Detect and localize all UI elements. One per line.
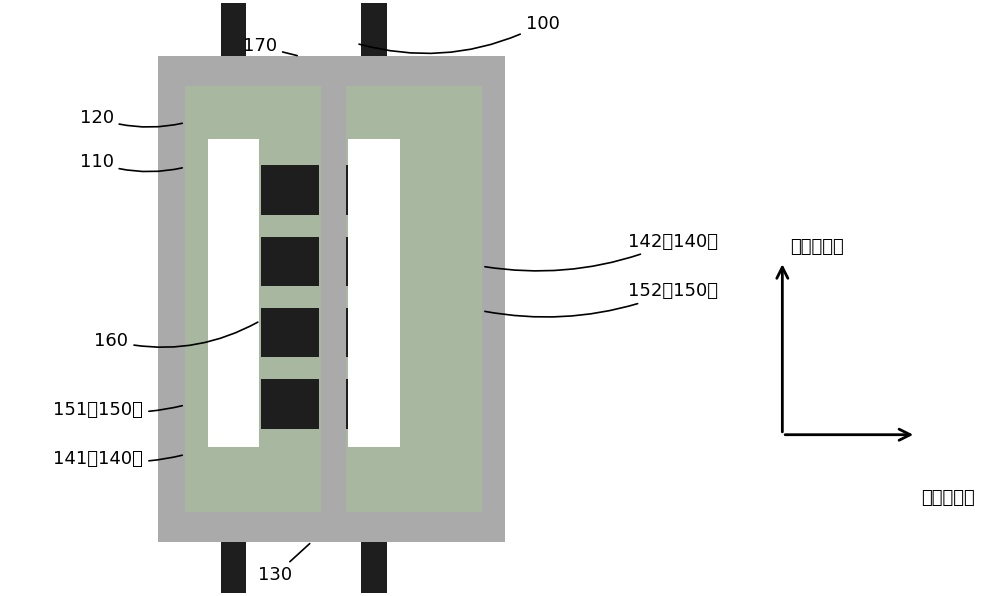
Text: 难磁化方向: 难磁化方向 — [790, 238, 844, 256]
Text: 170: 170 — [243, 38, 297, 55]
Bar — [361, 2, 387, 56]
Bar — [346, 308, 348, 358]
Bar — [346, 165, 348, 215]
Bar — [221, 542, 246, 596]
Bar — [261, 165, 319, 215]
Bar — [321, 86, 346, 512]
Text: 易磁化方向: 易磁化方向 — [921, 489, 975, 507]
Bar — [348, 139, 400, 446]
Text: 151（150）: 151（150） — [53, 401, 182, 419]
Text: 141（140）: 141（140） — [53, 451, 182, 468]
Text: 100: 100 — [359, 14, 559, 54]
Text: 110: 110 — [80, 153, 182, 172]
Bar — [158, 56, 505, 542]
Text: 130: 130 — [258, 544, 310, 585]
Bar — [208, 139, 259, 446]
Bar — [261, 379, 319, 429]
Text: 142（140）: 142（140） — [485, 232, 718, 271]
Bar — [221, 2, 246, 56]
Text: 120: 120 — [80, 108, 182, 127]
Text: 152（150）: 152（150） — [485, 282, 718, 317]
Text: 160: 160 — [94, 322, 258, 350]
Bar — [261, 308, 319, 358]
Bar — [261, 237, 319, 286]
Bar — [346, 237, 348, 286]
Bar — [346, 379, 348, 429]
Bar — [361, 542, 387, 596]
Bar — [185, 86, 482, 512]
